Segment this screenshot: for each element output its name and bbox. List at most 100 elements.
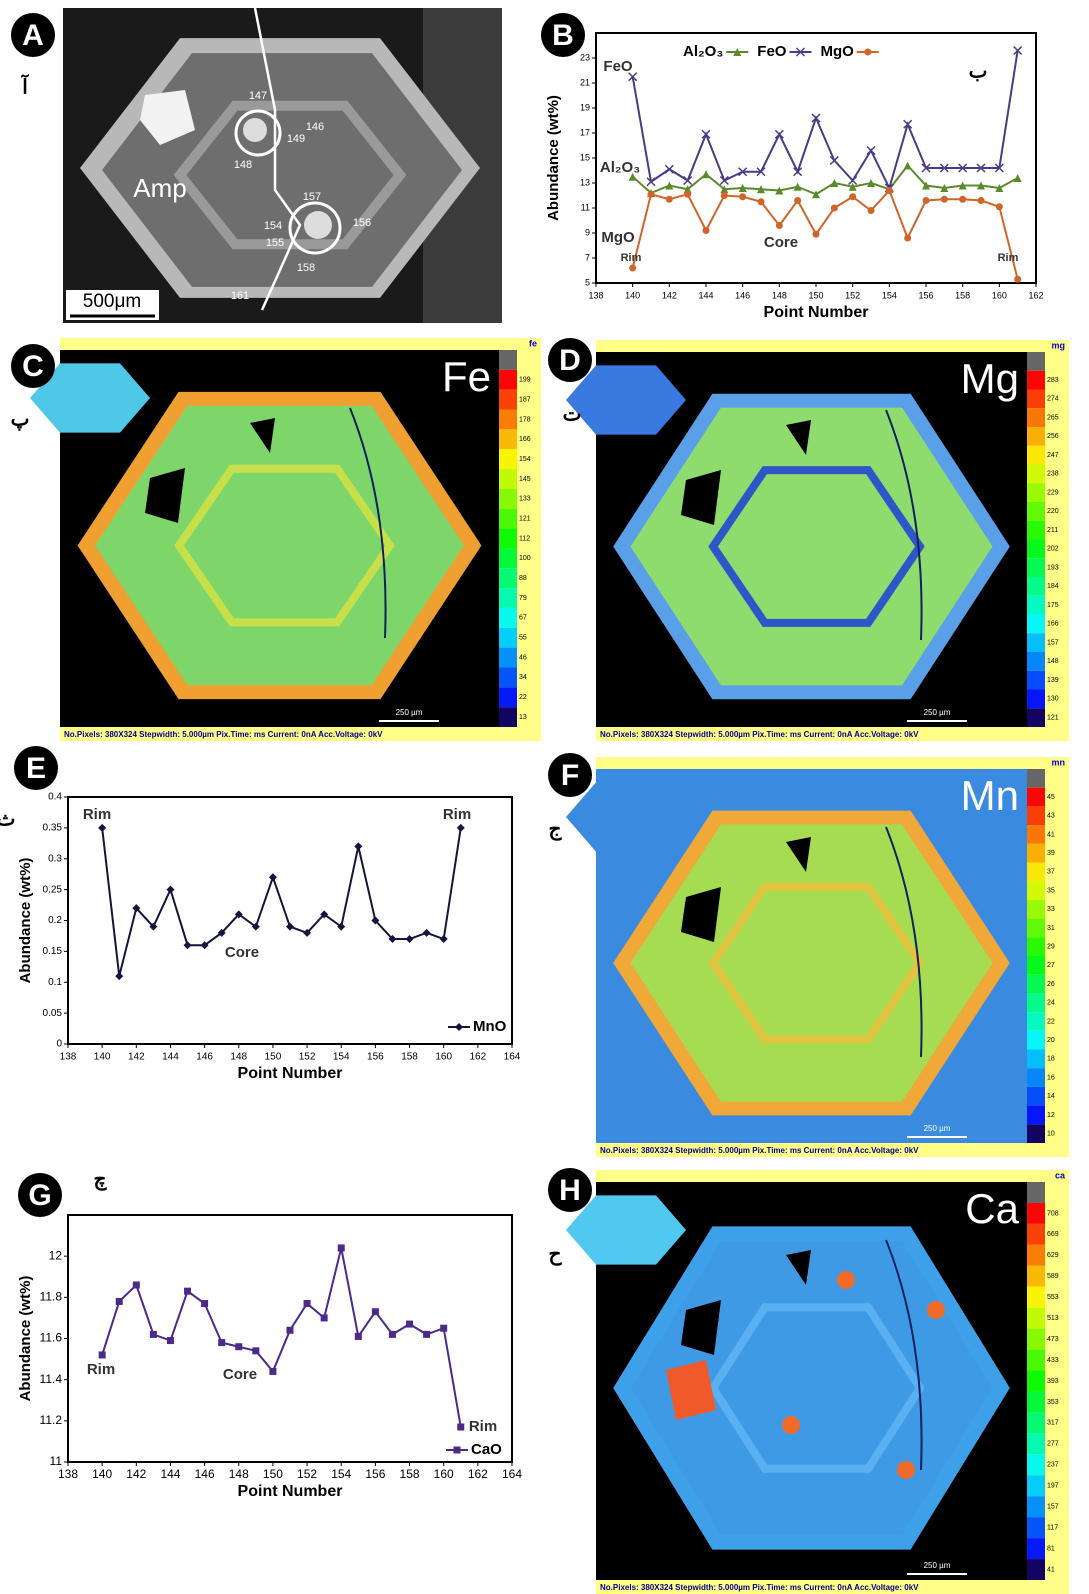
colorbar-cell (1027, 708, 1045, 727)
series-line (631, 50, 1019, 191)
y-tick-label: 9 (585, 227, 590, 237)
data-point (829, 155, 839, 166)
panel-letter-badge (548, 338, 592, 382)
data-point (422, 928, 431, 937)
map-matrix (566, 1195, 686, 1265)
panel-letter-badge (11, 344, 55, 388)
map-matrix (566, 365, 686, 435)
map-footer-text: No.Pixels: 380X324 Stepwidth: 5.000µm Pi… (600, 1146, 919, 1155)
data-point (939, 163, 949, 173)
colorbar-label: 553 (1047, 1294, 1059, 1301)
element-label: Ca (965, 1185, 1019, 1232)
data-point (629, 264, 637, 272)
colorbar-cell (1027, 1049, 1045, 1069)
data-point (702, 170, 710, 179)
colorbar-cell (1027, 1454, 1045, 1476)
data-point (683, 175, 693, 186)
data-point (286, 1326, 294, 1334)
colorbar-label: 154 (519, 456, 531, 463)
data-point (977, 197, 985, 204)
colorbar-label: 37 (1047, 869, 1055, 876)
y-tick-label: 23 (580, 52, 590, 62)
colorbar-cell (1027, 1370, 1045, 1392)
colorbar-label: 46 (519, 654, 527, 661)
colorbar-label: 55 (519, 635, 527, 642)
colorbar-label: 433 (1047, 1357, 1059, 1364)
colorbar-cell (1027, 614, 1045, 634)
map-footer (596, 729, 1069, 741)
x-tick-label: 152 (845, 290, 860, 300)
data-point (922, 197, 930, 204)
data-point (303, 1300, 311, 1308)
data-point (738, 184, 747, 192)
y-tick-label: 0.15 (43, 946, 63, 957)
colorbar-label: 238 (1047, 471, 1059, 478)
data-point (995, 203, 1003, 211)
colorbar-label: 41 (1047, 831, 1055, 838)
legend-marker (455, 1023, 463, 1031)
map-hole (786, 1250, 811, 1285)
data-point (994, 163, 1004, 173)
colorbar-cell (1027, 806, 1045, 826)
colorbar-label: 513 (1047, 1315, 1059, 1322)
colorbar-cell (1027, 633, 1045, 652)
data-point (848, 175, 858, 186)
colorbar-label: 26 (1047, 981, 1055, 988)
x-tick-label: 152 (299, 1052, 316, 1063)
colorbar-label: 29 (1047, 943, 1055, 950)
data-point (371, 916, 380, 925)
colorbar-cell (1027, 937, 1045, 956)
y-tick-label: 17 (580, 127, 590, 137)
map-body (630, 407, 993, 686)
point-label: 154 (264, 220, 282, 232)
map-footer-text: No.Pixels: 380X324 Stepwidth: 5.000µm Pi… (600, 730, 919, 739)
y-tick-label: 0 (56, 1039, 62, 1050)
element-code: mg (1052, 340, 1066, 350)
annotation: Core (225, 944, 259, 961)
colorbar-cell (1027, 956, 1045, 975)
colorbar-cell (1027, 1182, 1045, 1203)
element-code: ca (1055, 1170, 1066, 1180)
colorbar-cell (499, 607, 517, 628)
colorbar-cell (1027, 881, 1045, 900)
x-tick-label: 164 (502, 1467, 522, 1481)
colorbar-label: 79 (519, 595, 527, 602)
x-tick-label: 158 (955, 290, 970, 300)
colorbar-label: 112 (519, 535, 530, 542)
colorbar-cell (499, 350, 517, 370)
colorbar-label: 139 (1047, 677, 1059, 684)
map-hole (145, 468, 185, 523)
data-point (234, 910, 243, 919)
colorbar-cell (1027, 502, 1045, 521)
colorbar-label: 24 (1047, 1000, 1055, 1007)
colorbar-label: 39 (1047, 850, 1055, 857)
colorbar-cell (1027, 1328, 1045, 1350)
colorbar-label: 10 (1047, 1130, 1055, 1137)
data-point (405, 935, 414, 944)
data-point (757, 198, 765, 206)
legend-label: CaO (471, 1441, 502, 1458)
scale-bar-label: 250 µm (924, 1124, 951, 1133)
colorbar-cell (1027, 1068, 1045, 1087)
data-point (354, 1332, 362, 1340)
data-point (354, 842, 363, 851)
y-tick-label: 12 (49, 1248, 63, 1262)
colorbar-label: 121 (1047, 714, 1059, 721)
legend-marker (864, 48, 872, 56)
colorbar-label: 211 (1047, 527, 1058, 534)
data-point (757, 185, 765, 194)
y-tick-label: 0.3 (48, 853, 62, 864)
data-point (132, 904, 141, 913)
data-point (217, 928, 226, 937)
colorbar-label: 43 (1047, 813, 1055, 820)
colorbar-cell (1027, 1265, 1045, 1287)
y-tick-label: 0.1 (48, 977, 62, 988)
data-point (115, 972, 124, 981)
data-point (665, 195, 673, 203)
x-tick-label: 164 (504, 1052, 521, 1063)
colorbar-cell (1027, 408, 1045, 427)
x-tick-label: 146 (735, 290, 750, 300)
x-tick-label: 138 (58, 1467, 78, 1481)
panel-letter-badge (548, 753, 592, 797)
data-point (867, 207, 875, 214)
